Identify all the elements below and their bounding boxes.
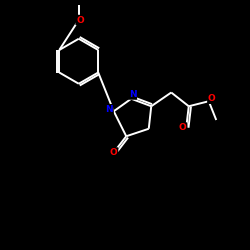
Text: N: N	[106, 105, 113, 114]
Text: O: O	[208, 94, 216, 103]
Text: O: O	[178, 123, 186, 132]
Text: N: N	[129, 90, 136, 99]
Text: O: O	[76, 16, 84, 24]
Text: O: O	[110, 148, 118, 157]
